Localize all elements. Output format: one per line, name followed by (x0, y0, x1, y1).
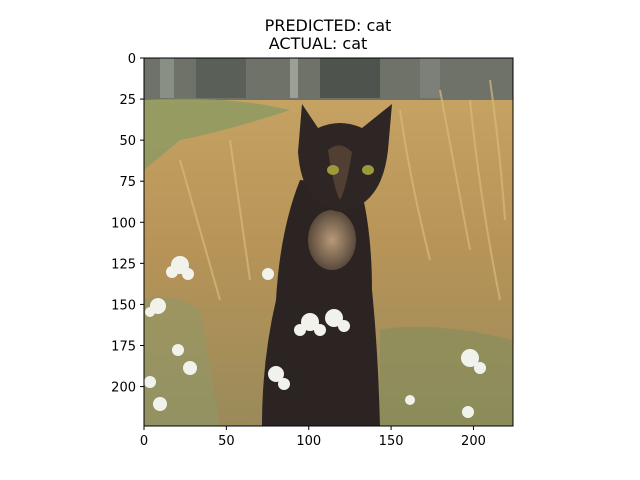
x-tick-label: 150 (379, 434, 404, 449)
cat-left-eye (327, 165, 339, 175)
y-tick-label: 75 (119, 175, 136, 190)
x-axis: 0 50 100 150 200 (140, 426, 486, 449)
cat-face-marking (328, 145, 352, 200)
cat-photo (144, 58, 513, 426)
y-tick-label: 25 (119, 93, 136, 108)
building-pillar (290, 58, 298, 98)
building-window (320, 58, 380, 98)
cat-chest-patch (308, 210, 356, 270)
chart-title-predicted: PREDICTED: cat (264, 16, 392, 35)
chart-title-actual: ACTUAL: cat (268, 34, 368, 53)
building-window (196, 58, 246, 98)
dry-grass-strands (179, 79, 506, 301)
y-tick-label: 200 (111, 381, 136, 396)
building-pillar (420, 58, 440, 98)
cat-right-eye (362, 165, 374, 175)
axes-frame (143, 57, 514, 427)
white-flowers (144, 256, 486, 418)
y-tick-label: 100 (111, 216, 136, 231)
x-tick-label: 0 (140, 434, 148, 449)
green-grass-patch (380, 326, 513, 426)
y-axis: 0 25 50 75 100 125 150 175 200 (111, 52, 144, 396)
y-tick-label: 50 (119, 134, 136, 149)
y-tick-label: 150 (111, 298, 136, 313)
x-tick-label: 50 (218, 434, 235, 449)
y-tick-label: 0 (128, 52, 136, 67)
x-tick-label: 200 (461, 434, 486, 449)
y-tick-label: 125 (111, 257, 136, 272)
y-tick-label: 175 (111, 340, 136, 355)
green-grass-patch (144, 296, 220, 426)
x-tick-label: 100 (296, 434, 321, 449)
building-pillar (160, 58, 174, 98)
green-grass-patch (144, 98, 290, 170)
